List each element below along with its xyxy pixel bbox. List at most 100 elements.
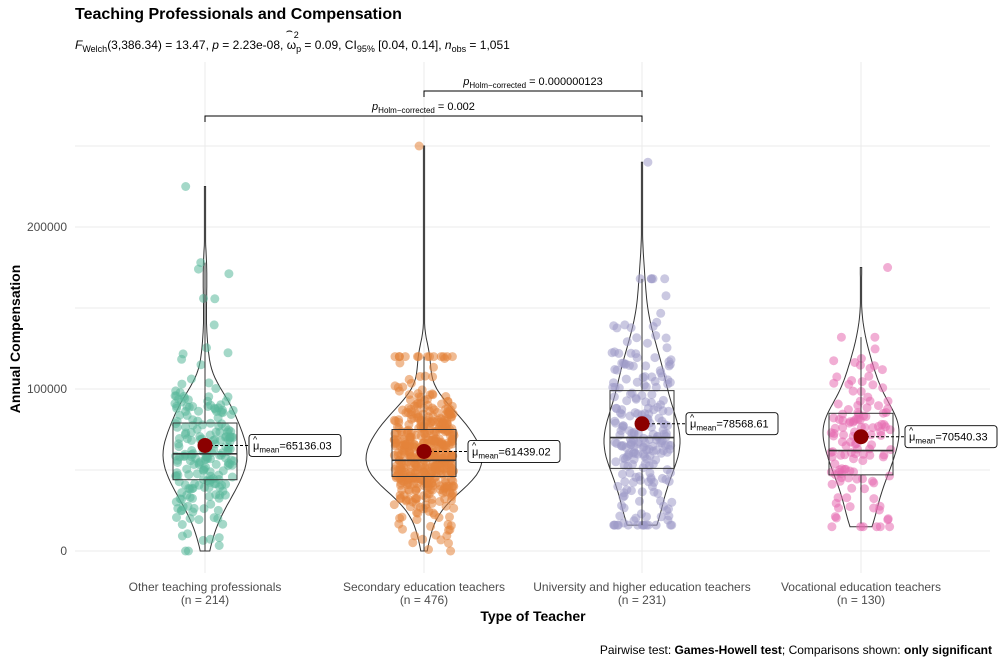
data-point xyxy=(612,323,622,333)
data-point xyxy=(410,531,420,541)
x-axis-title: Type of Teacher xyxy=(480,608,586,624)
comparison-label: pHolm−corrected = 0.000000123 xyxy=(462,76,603,90)
data-point xyxy=(205,534,215,544)
mean-hat: ^ xyxy=(472,440,477,450)
data-point xyxy=(416,421,426,431)
data-point xyxy=(421,460,431,470)
f-value: 13.47 xyxy=(175,38,206,52)
data-point xyxy=(185,514,195,523)
data-point xyxy=(412,515,422,525)
data-point xyxy=(401,495,411,505)
data-point xyxy=(860,484,869,494)
data-point xyxy=(842,493,852,503)
data-point xyxy=(851,414,861,424)
data-point xyxy=(399,477,409,487)
data-point xyxy=(182,434,192,444)
data-point xyxy=(622,337,632,347)
data-point xyxy=(202,343,211,353)
data-point xyxy=(436,535,446,545)
data-point xyxy=(835,476,845,486)
data-point xyxy=(204,392,214,402)
data-point xyxy=(398,524,407,534)
mean-label-box xyxy=(685,412,779,436)
data-point xyxy=(445,512,454,522)
data-point xyxy=(660,274,670,284)
data-point xyxy=(444,525,453,535)
data-point xyxy=(612,404,621,413)
data-point xyxy=(199,293,208,303)
data-point xyxy=(171,391,181,401)
data-point xyxy=(847,376,857,385)
data-point xyxy=(628,477,638,487)
p-value: 2.23e-08 xyxy=(232,38,281,52)
data-point xyxy=(198,535,208,545)
data-point xyxy=(177,379,187,389)
x-tick-count: (n = 214) xyxy=(181,593,229,607)
data-point xyxy=(424,545,433,554)
data-point xyxy=(662,343,672,353)
mean-label: μmean=61439.02 xyxy=(472,446,551,460)
data-point xyxy=(194,264,203,274)
data-point xyxy=(430,435,440,445)
data-point xyxy=(395,513,405,523)
data-point xyxy=(199,504,209,514)
data-point xyxy=(446,466,456,476)
mean-label-box xyxy=(904,425,998,449)
data-point xyxy=(179,391,189,401)
data-point xyxy=(632,377,642,387)
y-tick-label: 0 xyxy=(60,544,67,558)
data-point xyxy=(441,501,451,511)
data-point xyxy=(204,491,214,501)
data-point xyxy=(635,274,645,284)
data-point xyxy=(211,459,221,469)
data-point xyxy=(614,383,624,393)
data-point xyxy=(635,496,644,506)
violin-outline xyxy=(162,186,248,552)
data-point xyxy=(828,447,838,457)
data-point xyxy=(661,291,671,301)
data-point xyxy=(621,374,631,384)
data-point xyxy=(643,157,653,167)
data-point xyxy=(393,451,403,461)
violin-outline xyxy=(603,161,681,526)
data-point xyxy=(181,182,191,191)
data-point xyxy=(868,380,878,390)
data-point xyxy=(216,407,226,417)
welch-subscript: Welch xyxy=(82,44,108,54)
data-point xyxy=(836,332,846,342)
data-point xyxy=(209,513,219,523)
data-point xyxy=(434,418,444,427)
data-point xyxy=(622,396,632,406)
data-point xyxy=(878,452,888,462)
data-point xyxy=(830,459,840,469)
data-point xyxy=(194,515,204,525)
data-point xyxy=(833,399,843,409)
data-point xyxy=(443,397,453,407)
x-tick-label: University and higher education teachers xyxy=(533,580,750,594)
data-point xyxy=(865,363,875,373)
data-point xyxy=(615,511,625,521)
data-point xyxy=(656,512,666,522)
data-point xyxy=(640,372,650,382)
data-point xyxy=(177,531,187,541)
data-point xyxy=(171,497,181,507)
data-point xyxy=(411,485,421,495)
data-point xyxy=(389,500,399,510)
data-point xyxy=(401,439,411,449)
data-point xyxy=(856,522,866,532)
data-point xyxy=(225,432,235,442)
box-iqr xyxy=(391,429,457,477)
data-point xyxy=(642,520,651,530)
data-point xyxy=(617,501,627,511)
data-point xyxy=(629,516,639,526)
data-point xyxy=(855,396,865,406)
data-point xyxy=(885,471,894,481)
data-point xyxy=(631,349,641,359)
data-point xyxy=(625,468,635,478)
data-point xyxy=(617,358,627,368)
data-point xyxy=(186,374,196,384)
data-point xyxy=(215,427,225,437)
data-point xyxy=(661,333,671,343)
data-point xyxy=(830,423,840,433)
data-point xyxy=(607,348,617,358)
